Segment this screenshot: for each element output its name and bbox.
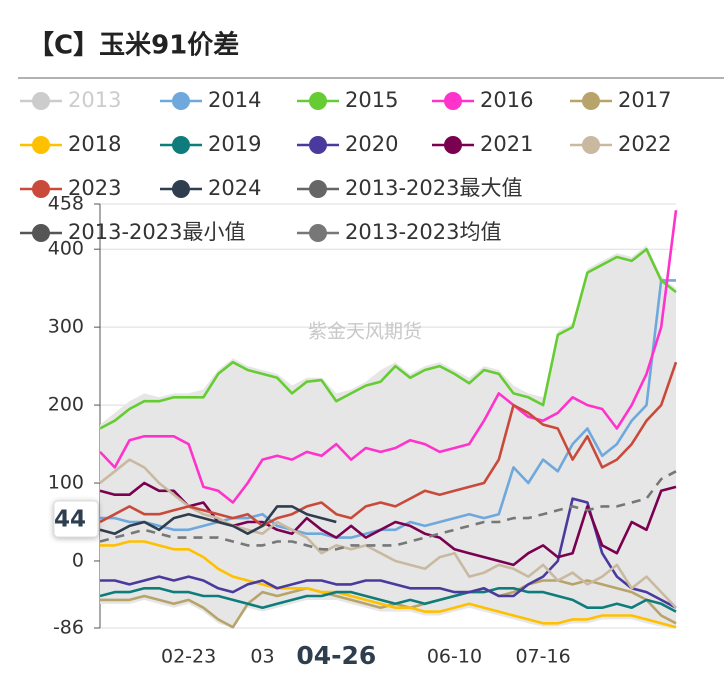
x-tick-label: 04-26: [296, 641, 376, 670]
series-line: [99, 361, 678, 528]
legend-swatch-marker: [172, 180, 190, 198]
y-tick-label: 200: [48, 394, 84, 416]
crosshair-box: [53, 500, 99, 538]
legend-label: 2018: [68, 132, 121, 156]
series-line: [99, 470, 677, 551]
x-tick-label: 02-23: [161, 646, 216, 668]
legend-label: 2017: [618, 88, 671, 112]
legend-swatch-marker: [444, 136, 462, 154]
crosshair-label: 44: [54, 507, 86, 533]
y-tick-label: 0: [72, 549, 84, 571]
legend-label: 2023: [68, 176, 121, 200]
y-tick-label: 300: [48, 316, 84, 338]
legend-swatch-marker: [582, 92, 600, 110]
legend-swatch-marker: [32, 136, 50, 154]
y-tick-label: 458: [48, 193, 84, 215]
x-tick-label: 06-10: [427, 646, 482, 668]
legend-swatch-marker: [172, 92, 190, 110]
chart-title: 【C】玉米91价差: [28, 30, 239, 61]
series-line: [99, 587, 677, 613]
legend-swatch-marker: [32, 92, 50, 110]
legend-label: 2022: [618, 132, 671, 156]
legend-label: 2013: [68, 88, 121, 112]
x-tick-label: 07-16: [515, 646, 570, 668]
range-area: [100, 245, 676, 628]
legend-label: 2015: [345, 88, 398, 112]
legend-label: 2013-2023最大值: [345, 176, 522, 200]
y-tick-label: 400: [48, 238, 84, 260]
y-tick-label: -86: [53, 617, 84, 639]
legend-swatch-marker: [172, 136, 190, 154]
x-tick-label: 03: [250, 646, 274, 668]
y-tick-label: 100: [48, 472, 84, 494]
legend-label: 2021: [480, 132, 533, 156]
legend-label: 2013-2023均值: [345, 220, 501, 244]
series-line: [99, 458, 677, 609]
legend-label: 2016: [480, 88, 533, 112]
legend-swatch-marker: [309, 136, 327, 154]
series-line: [99, 210, 678, 504]
plot-area: -86 0 100 200 300 400 458 紫金天风期货 02-23 03 04-26 06-…: [48, 193, 678, 670]
legend-label: 2024: [208, 176, 261, 200]
legend: 2013 2014 2015 2016 2017 2018 2019 2020 2021 2022…: [20, 88, 671, 244]
legend-swatch-marker: [309, 92, 327, 110]
legend-label: 2013-2023最小值: [68, 220, 245, 244]
legend-swatch-marker: [32, 224, 50, 242]
legend-swatch-marker: [309, 224, 327, 242]
legend-label: 2014: [208, 88, 261, 112]
series-line: [99, 247, 677, 430]
series-line: [99, 481, 677, 567]
series-line: [100, 497, 677, 609]
legend-swatch-marker: [32, 180, 50, 198]
legend-label: 2020: [345, 132, 398, 156]
watermark: 紫金天风期货: [308, 321, 422, 343]
legend-label: 2019: [208, 132, 261, 156]
series-line: [99, 505, 337, 535]
legend-swatch-marker: [582, 136, 600, 154]
series-line: [100, 279, 676, 539]
legend-swatch-marker: [444, 92, 462, 110]
series-line: [100, 540, 677, 629]
legend-swatch-marker: [309, 180, 327, 198]
